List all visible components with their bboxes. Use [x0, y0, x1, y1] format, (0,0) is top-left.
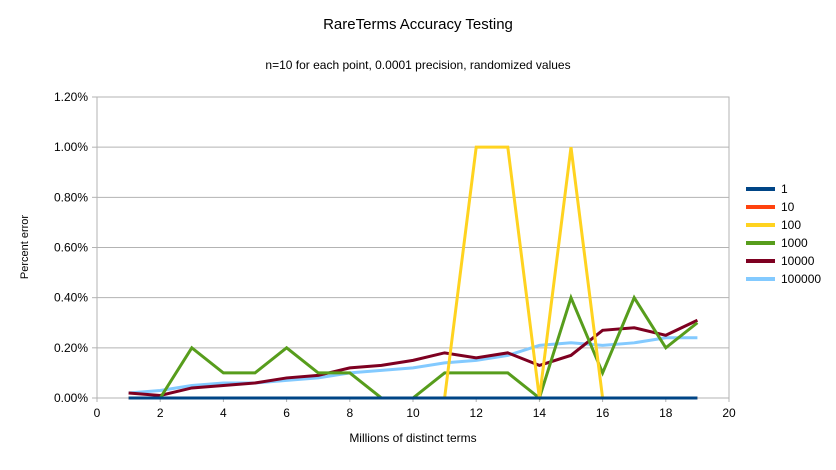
- chart-subtitle: n=10 for each point, 0.0001 precision, r…: [265, 58, 571, 72]
- series-line-10000: [128, 318, 699, 398]
- legend: 1 10 100 1000 10000 100000: [746, 180, 821, 288]
- y-tick-label: 1.20%: [54, 90, 88, 104]
- x-tick-label: 4: [220, 406, 227, 420]
- legend-item-1: 1: [746, 180, 821, 198]
- legend-label: 1: [781, 182, 788, 196]
- x-tick-label: 14: [533, 406, 547, 420]
- legend-item-100: 100: [746, 216, 821, 234]
- series-line-100000: [128, 336, 698, 395]
- x-tick-label: 0: [94, 406, 101, 420]
- legend-item-10: 10: [746, 198, 821, 216]
- y-tick-label: 0.20%: [54, 341, 88, 355]
- x-tick-label: 16: [596, 406, 610, 420]
- legend-swatch: [746, 223, 775, 227]
- x-tick-label: 18: [659, 406, 673, 420]
- legend-label: 1000: [781, 236, 808, 250]
- y-tick-label: 0.80%: [54, 190, 88, 204]
- y-tick-label: 0.40%: [54, 291, 88, 305]
- x-tick-label: 20: [722, 406, 736, 420]
- legend-swatch: [746, 187, 775, 191]
- legend-swatch: [746, 277, 775, 281]
- x-tick-label: 2: [157, 406, 164, 420]
- legend-swatch: [746, 205, 775, 209]
- x-tick-label: 8: [346, 406, 353, 420]
- legend-label: 10: [781, 200, 795, 214]
- y-tick-label: 0.00%: [54, 391, 88, 405]
- legend-item-100000: 100000: [746, 270, 821, 288]
- y-tick-label: 1.00%: [54, 140, 88, 154]
- x-tick-label: 10: [406, 406, 420, 420]
- legend-swatch: [746, 259, 775, 263]
- y-tick-label: 0.60%: [54, 241, 88, 255]
- x-tick-label: 12: [470, 406, 484, 420]
- x-tick-label: 6: [283, 406, 290, 420]
- chart-title: RareTerms Accuracy Testing: [323, 16, 513, 33]
- legend-swatch: [746, 241, 775, 245]
- legend-label: 10000: [781, 254, 815, 268]
- legend-label: 100: [781, 218, 802, 232]
- x-axis-title: Millions of distinct terms: [349, 431, 477, 445]
- legend-label: 100000: [781, 272, 822, 286]
- legend-item-1000: 1000: [746, 234, 821, 252]
- y-axis-title: Percent error: [19, 214, 31, 280]
- legend-item-10000: 10000: [746, 252, 821, 270]
